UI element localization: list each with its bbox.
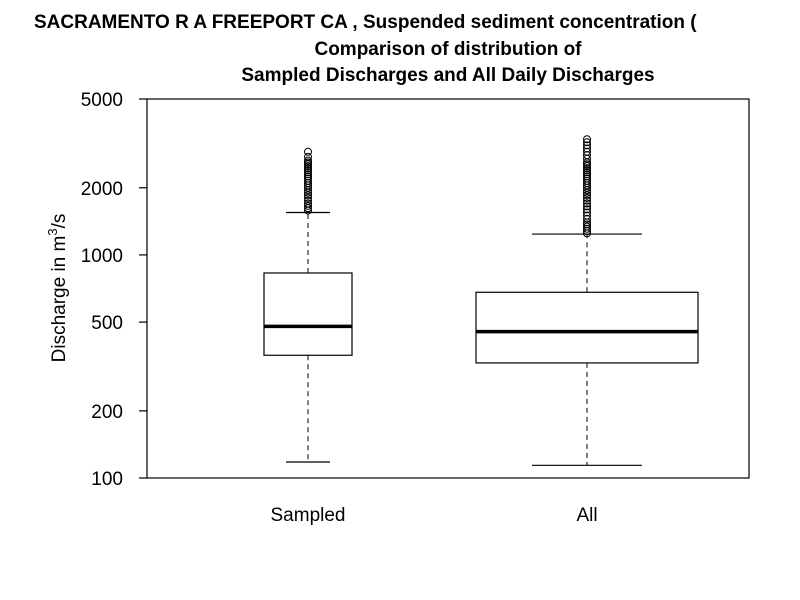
- outlier-point: [583, 199, 591, 208]
- x-category-label: Sampled: [271, 505, 346, 526]
- outlier-point: [304, 174, 312, 183]
- outlier-point: [304, 193, 312, 202]
- outlier-point: [583, 141, 591, 150]
- outlier-point: [583, 174, 591, 183]
- chart-title-line-2: Comparison of distribution of: [314, 39, 582, 60]
- outlier-point: [304, 172, 312, 181]
- x-axis-labels: Sampled All: [271, 505, 598, 526]
- outlier-point: [583, 144, 591, 153]
- outlier-point: [583, 202, 591, 211]
- outlier-point: [583, 168, 591, 177]
- iqr-box: [475, 291, 699, 364]
- outlier-point: [583, 164, 591, 173]
- iqr-box: [263, 272, 353, 356]
- outlier-point: [304, 152, 312, 161]
- y-tick-label: 1000: [81, 246, 123, 267]
- box-sampled: [263, 147, 353, 463]
- outlier-point: [583, 211, 591, 220]
- outlier-point: [304, 170, 312, 179]
- outlier-point: [583, 205, 591, 214]
- outlier-point: [304, 147, 312, 156]
- outlier-point: [583, 147, 591, 156]
- y-tick-label: 100: [91, 469, 123, 490]
- y-axis-label-main: Discharge in m: [49, 236, 70, 363]
- outlier-point: [583, 196, 591, 205]
- outlier-point: [583, 135, 591, 144]
- outlier-point: [583, 214, 591, 223]
- outlier-point: [304, 168, 312, 177]
- outlier-point: [583, 191, 591, 200]
- outlier-point: [583, 222, 591, 231]
- y-axis-label: Discharge in m3/s: [45, 214, 70, 363]
- y-axis-label-sup: 3: [45, 228, 60, 235]
- y-tick-label: 2000: [81, 179, 123, 200]
- outlier-point: [583, 220, 591, 229]
- y-axis-label-tail: /s: [49, 214, 70, 229]
- chart-title-line-3: Sampled Discharges and All Daily Dischar…: [241, 65, 655, 86]
- plot-frame: [146, 98, 750, 479]
- x-category-label: All: [576, 505, 597, 526]
- box-all: [475, 135, 699, 466]
- outlier-point: [583, 224, 591, 233]
- outlier-point: [583, 193, 591, 202]
- outlier-point: [304, 191, 312, 200]
- outlier-point: [304, 199, 312, 208]
- chart-title-line-1: SACRAMENTO R A FREEPORT CA , Suspended s…: [34, 12, 697, 33]
- outlier-point: [583, 172, 591, 181]
- outlier-point: [583, 166, 591, 175]
- y-tick-label: 500: [91, 313, 123, 334]
- outlier-point: [304, 156, 312, 165]
- outlier-point: [304, 201, 312, 210]
- y-tick-label: 200: [91, 402, 123, 423]
- outlier-point: [583, 170, 591, 179]
- outlier-point: [304, 166, 312, 175]
- y-axis: 100 200 500 1000 2000 5000: [81, 90, 147, 490]
- boxes-group: [263, 135, 699, 466]
- y-tick-label: 5000: [81, 90, 123, 111]
- outlier-point: [583, 208, 591, 217]
- outlier-point: [304, 164, 312, 173]
- outlier-point: [304, 196, 312, 205]
- outlier-point: [583, 138, 591, 147]
